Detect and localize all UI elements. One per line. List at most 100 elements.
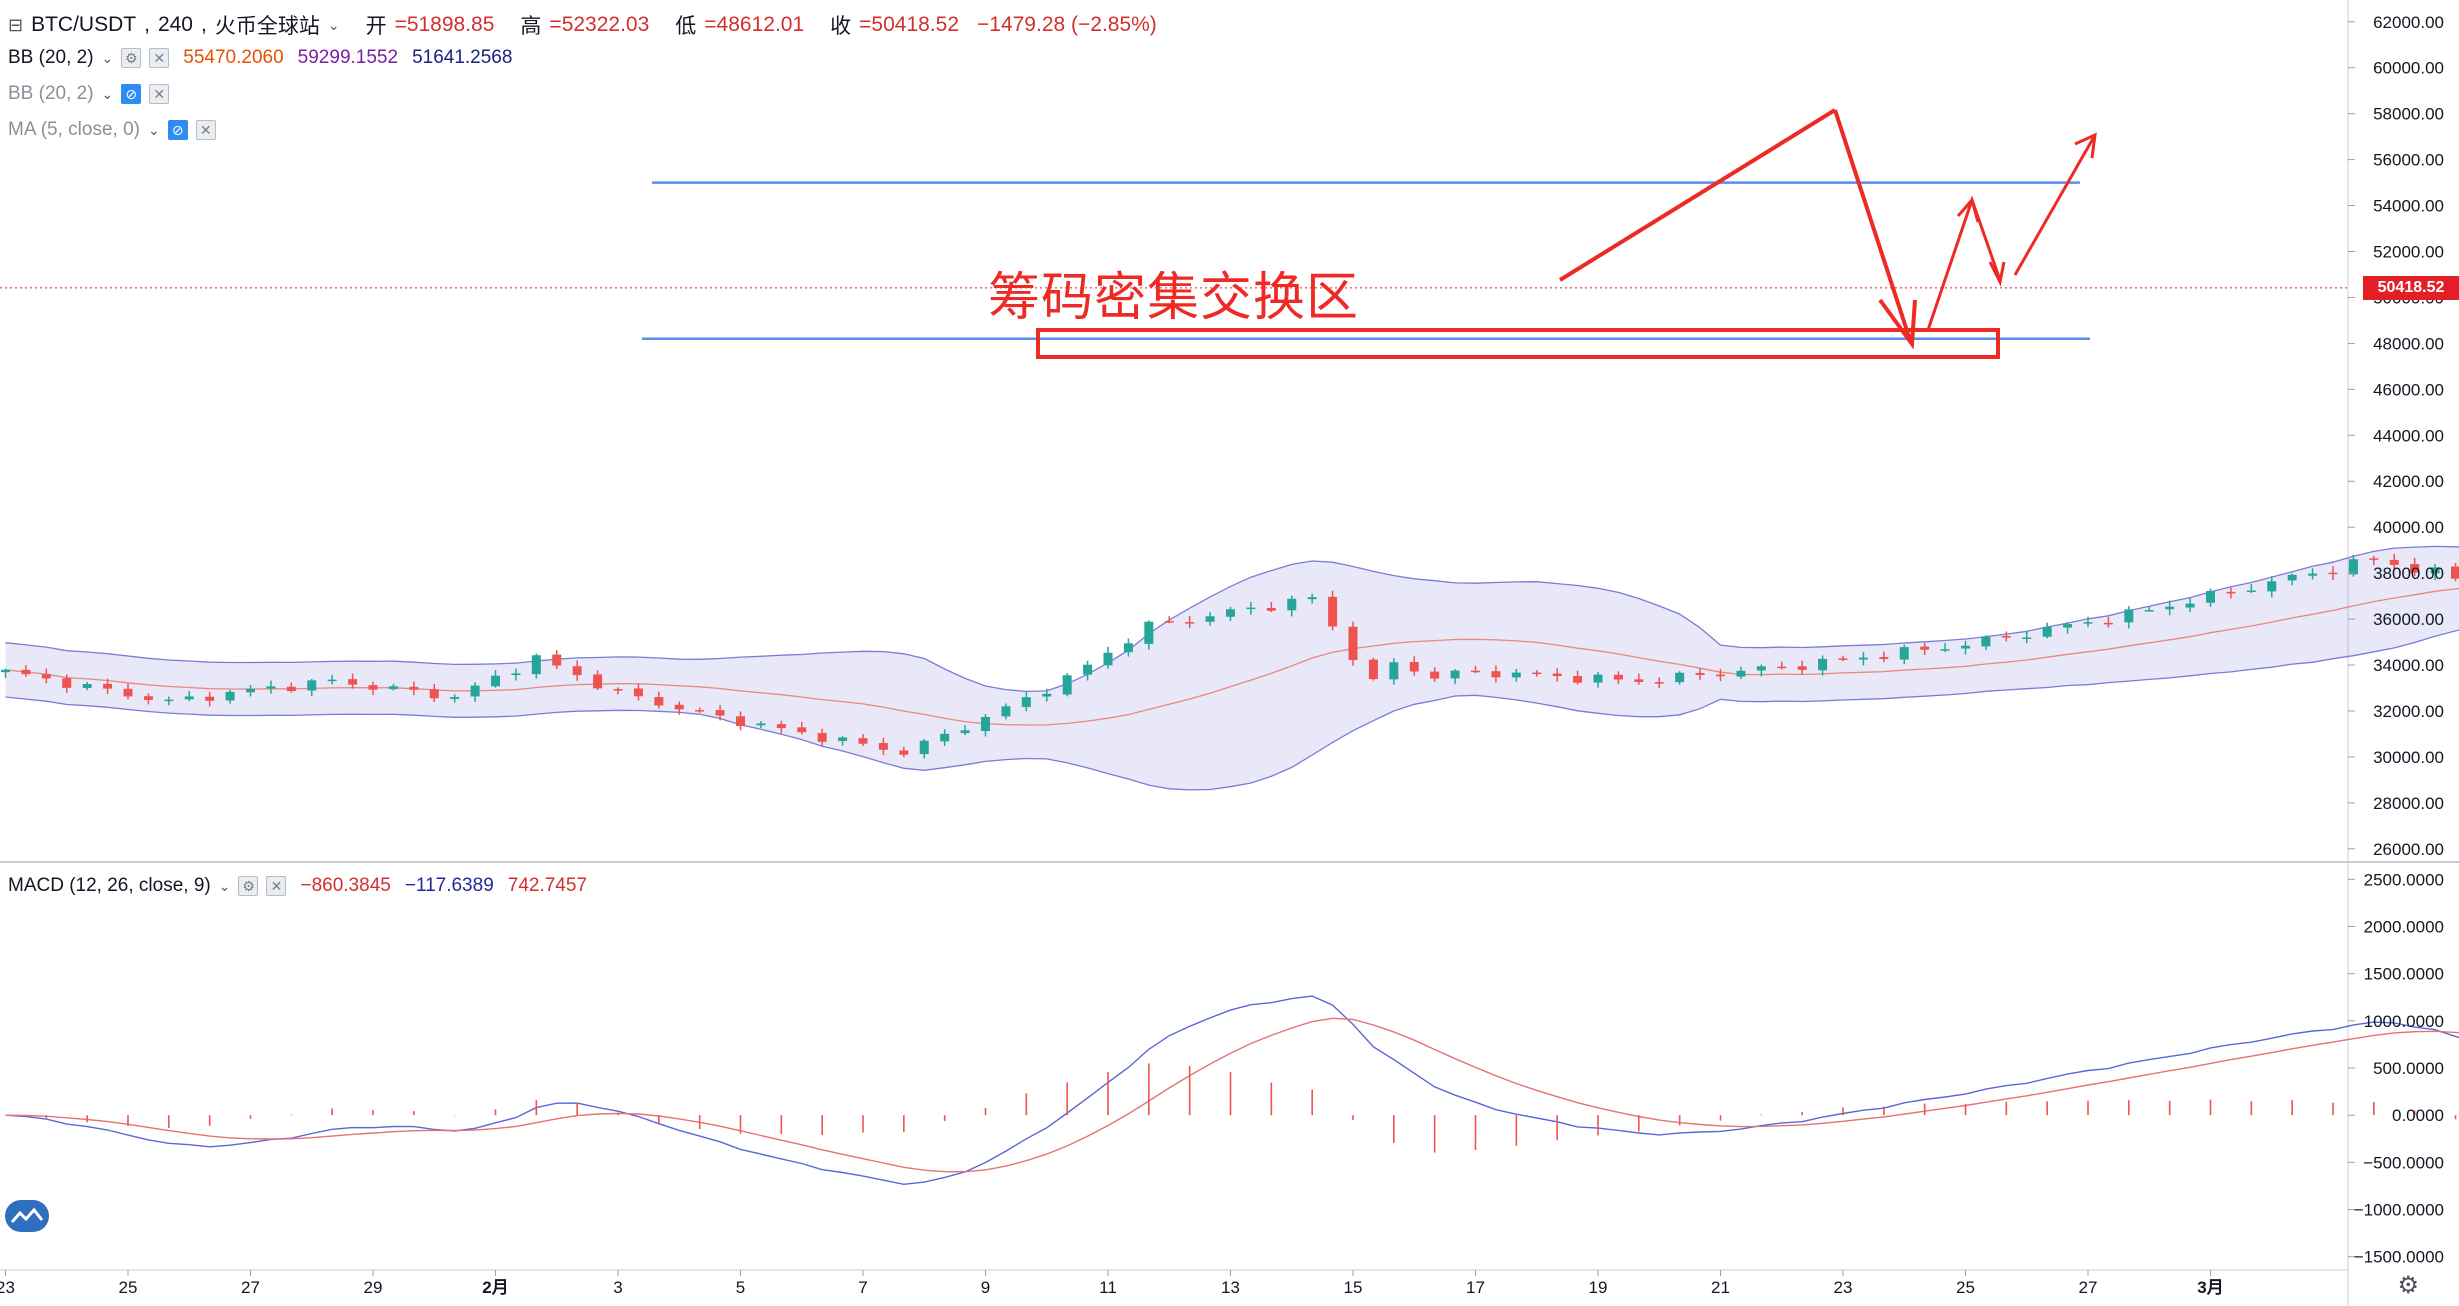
candle-body xyxy=(613,689,623,691)
candle-body xyxy=(348,679,358,685)
close-icon[interactable]: ✕ xyxy=(149,48,170,68)
hidden-eye-icon[interactable]: ⊘ xyxy=(121,84,142,104)
candle-body xyxy=(2246,590,2256,592)
symbol-name: BTC/USDT xyxy=(31,13,137,36)
candle-body xyxy=(103,683,113,689)
candle-body xyxy=(2410,564,2420,573)
bollinger-lower-line xyxy=(5,629,2459,791)
price-tick-label: 40000.00 xyxy=(2373,518,2444,537)
candle-body xyxy=(1532,672,1542,675)
candle-body xyxy=(674,704,684,710)
macd-histogram xyxy=(45,1063,2457,1153)
candle-body xyxy=(2389,559,2399,565)
high-label: 高 xyxy=(520,15,542,38)
candle-body xyxy=(1144,621,1154,644)
close-icon[interactable]: ✕ xyxy=(195,120,216,140)
settings-icon[interactable]: ⚙ xyxy=(238,876,259,896)
symbol-legend[interactable]: ⊟ BTC/USDT, 240, 火币全球站 ⌄ 开 =51898.85 高 =52… xyxy=(8,10,1157,40)
macd-tick-label: 2000.0000 xyxy=(2364,917,2444,936)
candle-body xyxy=(1634,679,1644,682)
time-tick-label: 7 xyxy=(858,1278,867,1297)
time-tick-label: 25 xyxy=(119,1278,138,1297)
candle-body xyxy=(1348,626,1358,660)
collapse-icon[interactable]: ⊟ xyxy=(8,14,24,35)
annotation-label: 筹码密集交换区 xyxy=(988,268,1360,328)
candle-body xyxy=(1185,622,1195,624)
candle-body xyxy=(1797,666,1807,670)
annotation-up-arrow xyxy=(2013,134,2097,276)
candle-body xyxy=(2308,573,2318,576)
candle-body xyxy=(1164,621,1174,623)
macd-tick-label: 2500.0000 xyxy=(2364,870,2444,889)
close-icon[interactable]: ✕ xyxy=(266,876,287,896)
macd-tick-label: −1000.0000 xyxy=(2354,1201,2444,1220)
candle-body xyxy=(184,696,194,700)
candle-body xyxy=(41,674,51,679)
bb-legend-2[interactable]: BB (20, 2) ⌄ ⊘ ✕ xyxy=(8,83,170,105)
candle-body xyxy=(633,688,643,697)
candle-body xyxy=(2124,609,2134,623)
bb2-label: BB (20, 2) xyxy=(8,83,94,104)
chevron-down-icon[interactable]: ⌄ xyxy=(327,16,340,33)
candle-body xyxy=(1818,658,1828,671)
price-tick-label: 60000.00 xyxy=(2373,59,2444,78)
candle-body xyxy=(2063,624,2073,628)
candle-body xyxy=(1226,609,1235,617)
candle-body xyxy=(2185,603,2195,608)
candle-body xyxy=(2165,606,2175,610)
candle-body xyxy=(470,685,480,697)
chevron-down-icon[interactable]: ⌄ xyxy=(101,85,114,102)
candle-body xyxy=(756,723,766,726)
settings-gear-icon[interactable]: ⚙ xyxy=(2397,1272,2419,1299)
candle-body xyxy=(1021,697,1031,707)
candle-body xyxy=(2022,637,2032,639)
candle-body xyxy=(225,691,235,701)
chevron-down-icon[interactable]: ⌄ xyxy=(101,49,114,66)
hidden-eye-icon[interactable]: ⊘ xyxy=(167,120,188,140)
candle-body xyxy=(981,717,990,731)
candle-body xyxy=(1879,657,1889,660)
candle-body xyxy=(1777,666,1787,669)
time-tick-label: 25 xyxy=(1956,1278,1975,1297)
close-icon[interactable]: ✕ xyxy=(149,84,170,104)
tradingview-logo-icon[interactable] xyxy=(5,1200,49,1232)
price-tick-label: 28000.00 xyxy=(2373,794,2444,813)
candle-body xyxy=(960,730,970,734)
macd-hist-value: −117.6389 xyxy=(404,875,494,896)
candle-body xyxy=(1838,658,1848,660)
candle-body xyxy=(695,710,705,712)
candle-body xyxy=(776,724,786,729)
price-tick-label: 48000.00 xyxy=(2373,334,2444,353)
chevron-down-icon[interactable]: ⌄ xyxy=(148,121,160,138)
candle-body xyxy=(2103,622,2113,625)
bb-legend-1[interactable]: BB (20, 2) ⌄ ⚙ ✕ 55470.2060 59299.1552 5… xyxy=(8,47,512,69)
candle-body xyxy=(1246,607,1256,610)
price-tick-label: 26000.00 xyxy=(2373,840,2444,859)
macd-legend[interactable]: MACD (12, 26, close, 9) ⌄ ⚙ ✕ −860.3845 … xyxy=(8,875,587,897)
ma-label: MA (5, close, 0) xyxy=(8,119,140,140)
candle-body xyxy=(1716,674,1725,677)
price-tick-label: 52000.00 xyxy=(2373,243,2444,262)
candle-body xyxy=(491,675,500,687)
time-tick-label: 21 xyxy=(1711,1278,1730,1297)
candle-body xyxy=(327,679,337,682)
candle-body xyxy=(429,689,439,699)
chevron-down-icon[interactable]: ⌄ xyxy=(218,877,231,894)
candle-body xyxy=(2287,574,2297,581)
candle-body xyxy=(450,697,460,699)
candle-body xyxy=(531,655,541,675)
time-tick-label: 17 xyxy=(1466,1278,1485,1297)
open-value: =51898.85 xyxy=(394,13,495,36)
price-tick-label: 36000.00 xyxy=(2373,610,2444,629)
candle-body xyxy=(1430,671,1440,679)
ma-legend[interactable]: MA (5, close, 0) ⌄ ⊘ ✕ xyxy=(8,119,216,141)
settings-icon[interactable]: ⚙ xyxy=(121,48,142,68)
candle-body xyxy=(2348,559,2358,575)
macd-tick-label: 500.0000 xyxy=(2373,1059,2444,1078)
candle-body xyxy=(797,727,807,733)
time-tick-label: 3 xyxy=(613,1278,622,1297)
candle-body xyxy=(1123,643,1133,653)
candle-body xyxy=(1573,676,1583,683)
symbol-interval: 240 xyxy=(157,13,193,36)
